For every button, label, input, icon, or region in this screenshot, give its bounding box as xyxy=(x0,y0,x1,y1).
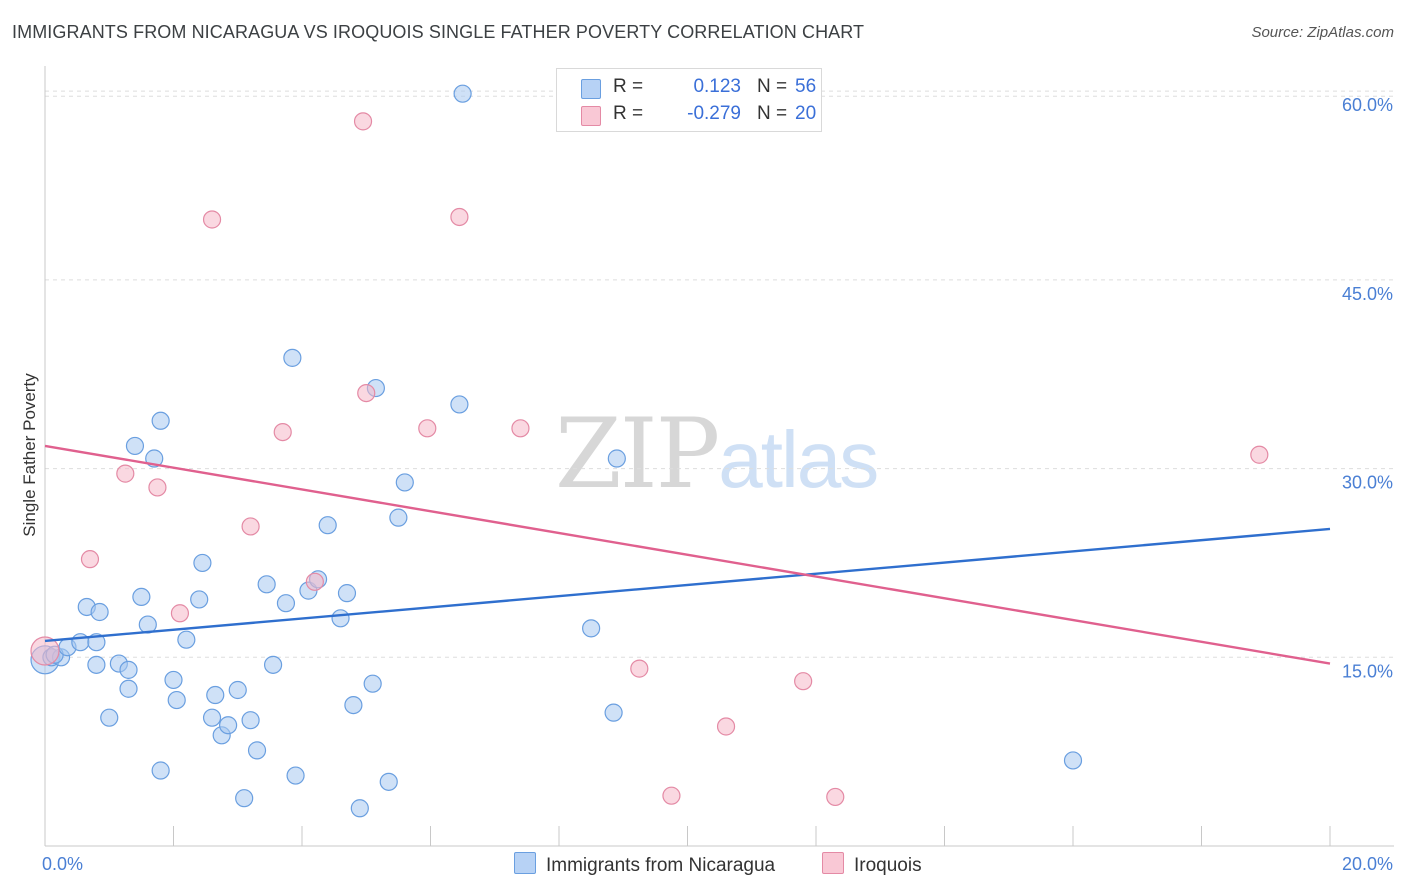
point-nicaragua xyxy=(119,679,138,698)
point-nicaragua xyxy=(177,630,196,649)
chart-title: IMMIGRANTS FROM NICARAGUA VS IROQUOIS SI… xyxy=(12,22,865,42)
point-iroquois xyxy=(511,419,530,438)
legend-n-value: 20 xyxy=(795,103,817,124)
point-nicaragua xyxy=(257,575,276,594)
point-nicaragua xyxy=(164,670,183,690)
point-iroquois xyxy=(418,419,437,438)
y-tick-label: 15.0% xyxy=(1342,661,1393,681)
point-nicaragua xyxy=(363,674,382,693)
point-iroquois xyxy=(170,604,190,623)
point-nicaragua xyxy=(151,411,170,430)
tick-labels: 15.0% 30.0% 45.0% 60.0% 0.0% 20.0% xyxy=(42,95,1393,874)
point-iroquois xyxy=(30,636,60,666)
stats-legend: R = 0.123 N = 56 R = -0.279 N = 20 xyxy=(556,68,822,132)
point-nicaragua xyxy=(193,553,212,573)
data-points xyxy=(30,84,1269,818)
trend-lines xyxy=(44,444,1331,665)
point-nicaragua xyxy=(206,685,225,705)
point-nicaragua xyxy=(190,590,209,609)
point-iroquois xyxy=(80,550,100,569)
point-nicaragua xyxy=(604,703,623,722)
point-nicaragua xyxy=(235,789,254,808)
y-tick-label: 60.0% xyxy=(1342,95,1393,115)
point-iroquois xyxy=(357,383,376,403)
point-nicaragua xyxy=(263,655,283,674)
point-nicaragua xyxy=(202,708,222,727)
legend-n-label: N = xyxy=(757,103,788,124)
point-nicaragua xyxy=(350,799,369,818)
point-nicaragua xyxy=(389,508,408,527)
grid xyxy=(45,90,1394,658)
point-nicaragua xyxy=(100,708,119,727)
point-nicaragua xyxy=(337,584,357,603)
point-iroquois xyxy=(1250,445,1269,464)
point-nicaragua xyxy=(247,741,267,760)
watermark-zip: ZIP xyxy=(555,398,720,510)
point-nicaragua xyxy=(395,473,414,492)
point-iroquois xyxy=(716,717,736,736)
y-tick-label: 45.0% xyxy=(1342,284,1393,304)
point-nicaragua xyxy=(286,766,305,785)
legend-swatch-pink xyxy=(581,106,601,126)
point-iroquois xyxy=(148,478,167,497)
point-iroquois xyxy=(305,572,324,591)
point-iroquois xyxy=(450,207,469,227)
point-iroquois xyxy=(794,672,813,691)
legend-swatch-pink xyxy=(822,852,844,874)
legend-r-label: R = xyxy=(613,76,644,97)
point-nicaragua xyxy=(90,602,109,622)
trend-line-nicaragua xyxy=(44,527,1331,643)
point-nicaragua xyxy=(450,395,469,414)
point-nicaragua xyxy=(241,711,260,730)
point-nicaragua xyxy=(283,348,302,367)
point-nicaragua xyxy=(151,761,170,780)
legend-r-value: -0.279 xyxy=(687,103,741,124)
x-tick-label: 0.0% xyxy=(42,854,83,874)
watermark: ZIPatlas xyxy=(555,398,879,510)
point-nicaragua xyxy=(87,655,106,674)
trend-line-iroquois xyxy=(44,444,1331,665)
legend-swatch-blue xyxy=(581,79,601,99)
point-nicaragua xyxy=(167,690,186,710)
legend-n-value: 56 xyxy=(795,76,817,97)
point-nicaragua xyxy=(228,680,247,700)
legend-r-value: 0.123 xyxy=(693,76,741,97)
legend-r-label: R = xyxy=(613,103,644,124)
point-iroquois xyxy=(353,112,373,131)
point-nicaragua xyxy=(379,772,398,791)
point-iroquois xyxy=(116,464,135,483)
point-nicaragua xyxy=(318,516,337,535)
legend-n-label: N = xyxy=(757,76,788,97)
legend-label-nicaragua: Immigrants from Nicaragua xyxy=(546,855,776,876)
legend-label-iroquois: Iroquois xyxy=(854,855,922,876)
legend-swatch-blue xyxy=(514,852,536,874)
legend-item-iroquois: Iroquois xyxy=(822,852,922,877)
point-iroquois xyxy=(241,517,260,536)
point-nicaragua xyxy=(1063,751,1083,770)
point-iroquois xyxy=(662,786,681,805)
point-nicaragua xyxy=(607,449,626,468)
point-nicaragua xyxy=(331,609,350,628)
point-nicaragua xyxy=(125,436,145,456)
point-iroquois xyxy=(273,422,292,442)
source-label: Source: ZipAtlas.com xyxy=(1251,24,1394,41)
point-nicaragua xyxy=(582,619,601,638)
x-tick-label: 20.0% xyxy=(1342,854,1393,874)
point-iroquois xyxy=(826,787,845,807)
point-nicaragua xyxy=(119,660,138,679)
point-nicaragua xyxy=(344,695,363,715)
legend-item-nicaragua: Immigrants from Nicaragua xyxy=(514,852,775,877)
watermark-atlas: atlas xyxy=(718,415,879,504)
point-nicaragua xyxy=(132,587,151,607)
point-iroquois xyxy=(630,659,649,678)
axes xyxy=(44,66,1394,847)
point-nicaragua xyxy=(219,716,238,735)
point-nicaragua xyxy=(453,84,472,103)
y-tick-label: 30.0% xyxy=(1342,473,1393,493)
point-iroquois xyxy=(202,210,222,229)
point-nicaragua xyxy=(276,594,296,613)
